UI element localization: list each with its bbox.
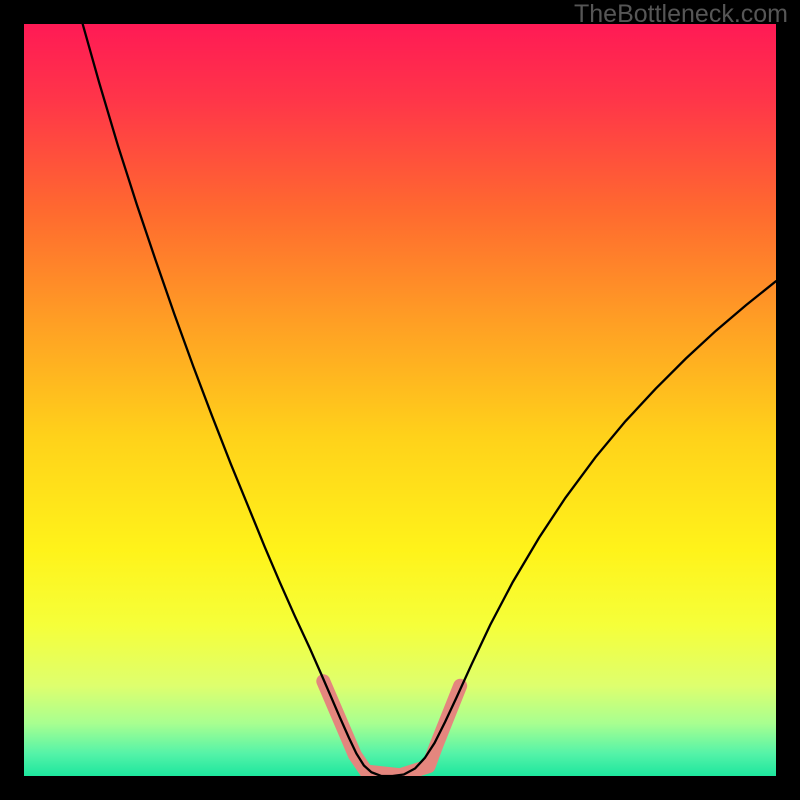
gradient-background xyxy=(24,24,776,776)
watermark-text: TheBottleneck.com xyxy=(574,0,788,29)
bottleneck-chart xyxy=(24,24,776,776)
chart-frame: TheBottleneck.com xyxy=(0,0,800,800)
